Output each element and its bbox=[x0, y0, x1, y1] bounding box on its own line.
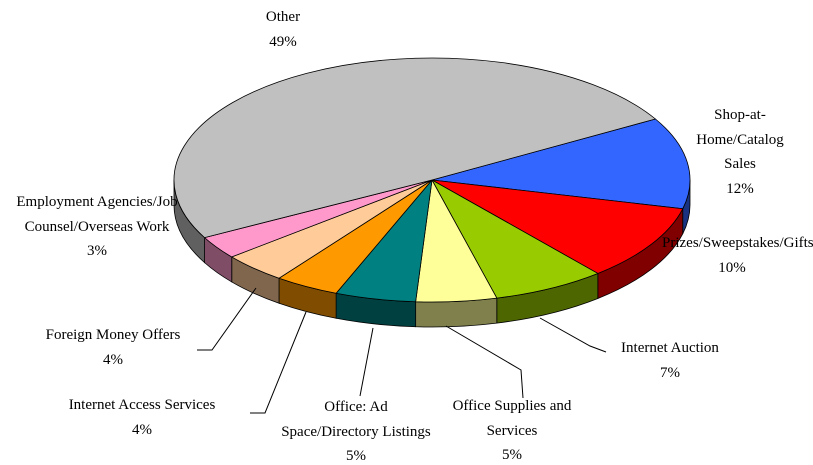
slice-label: Office Supplies and Services 5% bbox=[447, 394, 577, 465]
value-label: 49% bbox=[269, 33, 297, 50]
value-label: 7% bbox=[660, 364, 680, 381]
slice bbox=[431, 118, 691, 210]
leader-line bbox=[197, 287, 257, 351]
leader-line bbox=[250, 311, 307, 414]
category-label: Internet Access Services bbox=[68, 397, 216, 413]
slice-side bbox=[415, 297, 498, 328]
category-label: Office: Ad Space/Directory Listings bbox=[281, 399, 431, 440]
value-label: 10% bbox=[718, 259, 746, 276]
leader-line bbox=[539, 317, 607, 353]
leader-line bbox=[359, 327, 374, 397]
category-label: Internet Auction bbox=[621, 340, 719, 356]
category-label: Office Supplies and Services bbox=[452, 398, 572, 439]
slice-label: Internet Access Services 4% bbox=[52, 393, 232, 442]
slice-label: Shop-at-Home/Catalog Sales 12% bbox=[680, 103, 800, 201]
slice-label: Internet Auction 7% bbox=[600, 336, 740, 385]
slice bbox=[430, 178, 599, 299]
slice-label: Foreign Money Offers 4% bbox=[23, 323, 203, 372]
value-label: 4% bbox=[132, 421, 152, 438]
slice-label: Office: Ad Space/Directory Listings 5% bbox=[276, 395, 436, 465]
leader-line bbox=[445, 325, 524, 399]
category-label: Other bbox=[265, 9, 301, 25]
value-label: 3% bbox=[87, 243, 107, 259]
value-label: 5% bbox=[502, 447, 522, 463]
category-label: Prizes/Sweepstakes/Gifts bbox=[662, 235, 813, 251]
slice-label: Employment Agencies/Job Counsel/Overseas… bbox=[2, 190, 192, 264]
slice-label: Prizes/Sweepstakes/Gifts 10% bbox=[662, 231, 813, 280]
category-label: Employment Agencies/Job Counsel/Overseas… bbox=[16, 194, 178, 235]
slice bbox=[431, 179, 684, 274]
slice-label: Other 49% bbox=[203, 5, 363, 54]
value-label: 4% bbox=[103, 351, 123, 368]
value-label: 5% bbox=[346, 448, 366, 464]
value-label: 12% bbox=[726, 180, 754, 197]
slice bbox=[173, 57, 657, 239]
category-label: Foreign Money Offers bbox=[45, 327, 181, 343]
category-label: Shop-at-Home/Catalog Sales bbox=[696, 107, 784, 172]
